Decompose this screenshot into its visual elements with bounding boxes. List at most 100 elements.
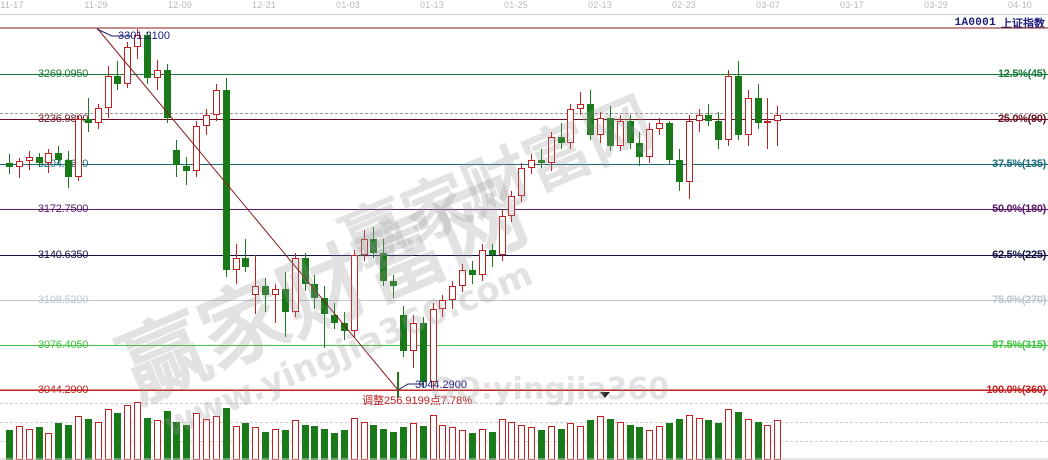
date-tick-03-17: 03-17 [839, 0, 865, 10]
date-tick-12-09: 12-09 [167, 0, 193, 10]
volume-bar [134, 402, 142, 460]
candle-wick [245, 238, 247, 273]
fib-label-62.5%(225): 62.5%(225) [992, 248, 1046, 261]
fib-label-12.5%(45): 12.5%(45) [997, 68, 1046, 80]
volume-bar [429, 414, 437, 460]
volume-bar [400, 427, 407, 460]
candle-body [124, 47, 132, 84]
ticker-name: 上证指数 [1001, 17, 1045, 30]
price-panel: 3269.0950 12.5%(45) 3236.9800 25.0%(90) 3204… [0, 28, 1048, 396]
candle-body [252, 286, 260, 295]
candle-body [400, 314, 407, 352]
high-price-annotation: 3301.2100 [118, 30, 170, 42]
volume-bar [390, 431, 398, 460]
candle-body [606, 117, 614, 146]
candle-body [183, 165, 191, 172]
candle-body [547, 137, 555, 163]
candle-body [656, 123, 664, 129]
volume-bar [459, 430, 467, 460]
candle-body [193, 126, 201, 172]
candle-wick [324, 286, 326, 349]
volume-bar [114, 413, 122, 460]
price-gridline-3044.2900 [0, 390, 1048, 391]
candle-wick [18, 158, 20, 179]
volume-bar [764, 424, 772, 460]
price-gridline-3076.4050 [0, 344, 1048, 346]
candle-body [665, 123, 673, 160]
volume-bar [508, 421, 516, 460]
volume-bar [675, 418, 683, 460]
date-tick-01-13: 01-13 [419, 0, 445, 10]
candle-body [636, 143, 644, 158]
volume-bar [143, 417, 151, 460]
price-label-3269.0950: 3269.0950 [38, 68, 89, 80]
volume-bar [183, 424, 191, 460]
candle-body [104, 75, 112, 108]
ticker-code: 1A0001 [954, 17, 996, 29]
volume-bar [311, 426, 319, 460]
candle-wick [708, 103, 710, 127]
candle-wick [767, 98, 769, 149]
volume-bar [74, 416, 82, 460]
candle-body [212, 89, 220, 115]
volume-bar [744, 418, 752, 460]
volume-bar [84, 418, 92, 460]
volume-bar [6, 430, 13, 460]
candle-body [350, 255, 358, 332]
candle-body [725, 75, 733, 141]
volume-bar [439, 424, 447, 460]
volume-bar [685, 414, 693, 460]
candle-wick [698, 109, 700, 132]
candle-body [301, 258, 309, 284]
date-tick-03-29: 03-29 [923, 0, 949, 10]
candle-wick [393, 275, 395, 298]
candle-body [616, 120, 624, 146]
candle-body [744, 98, 752, 135]
volume-bar [291, 420, 299, 460]
volume-bar [734, 411, 742, 460]
candle-body [15, 161, 23, 167]
candle-wick [560, 123, 562, 149]
adjustment-annotation: 调整256.9199点7.78% [362, 395, 473, 407]
volume-bar [153, 420, 161, 460]
volume-bar [547, 426, 555, 460]
candle-body [764, 120, 772, 124]
volume-bar [193, 413, 201, 460]
fib-label-75.0%(270): 75.0%(270) [992, 293, 1046, 306]
candle-body [311, 283, 319, 298]
volume-bar [45, 433, 53, 460]
candle-body [173, 150, 181, 166]
volume-bar [449, 427, 457, 460]
candle-body [419, 322, 427, 382]
volume-bar [124, 404, 132, 460]
volume-bar [419, 426, 427, 460]
date-tick-11-17: 11-17 [0, 0, 24, 10]
candle-body [74, 119, 82, 177]
candle-body [577, 103, 585, 110]
volume-bar [636, 427, 644, 460]
candle-wick [186, 157, 188, 186]
volume-bar [528, 427, 536, 460]
candle-body [646, 128, 654, 158]
volume-bar [409, 423, 417, 460]
last-close-dashed-line [0, 112, 1048, 114]
volume-bar [518, 424, 526, 460]
volume-bar [646, 430, 654, 460]
candle-body [705, 114, 713, 121]
price-gridline-3204.8650 [0, 164, 1048, 166]
candle-body [331, 314, 339, 323]
candle-body [695, 114, 703, 121]
date-tick-03-07: 03-07 [755, 0, 781, 10]
candle-body [597, 117, 604, 135]
fib-label-50.0%(180): 50.0%(180) [992, 203, 1046, 216]
volume-bar [65, 424, 73, 460]
volume-bar [203, 418, 210, 460]
candle-body [468, 269, 476, 276]
candle-body [35, 157, 43, 163]
candle-body [557, 137, 565, 143]
volume-bar [468, 433, 476, 460]
candle-body [409, 322, 417, 352]
volume-bar [173, 421, 181, 460]
volume-bar [616, 421, 624, 460]
